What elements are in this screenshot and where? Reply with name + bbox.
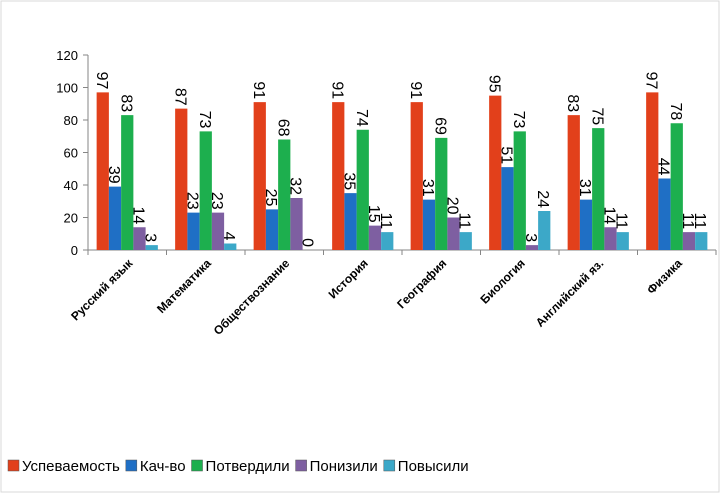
bar <box>253 102 266 250</box>
bar <box>435 137 448 250</box>
value-label: 51 <box>498 146 515 164</box>
value-label: 11 <box>691 213 708 230</box>
bar <box>410 102 423 250</box>
bar <box>224 243 237 250</box>
value-label: 35 <box>341 172 358 190</box>
value-label: 11 <box>613 213 630 230</box>
bar <box>96 92 109 250</box>
value-label: 11 <box>679 213 696 230</box>
value-label: 11 <box>456 213 473 230</box>
value-label: 87 <box>171 88 188 106</box>
y-tick-label: 120 <box>56 48 78 63</box>
bar <box>658 178 671 250</box>
legend-swatch <box>191 459 203 472</box>
value-label: 4 <box>220 232 237 241</box>
bar <box>592 128 605 250</box>
value-label: 32 <box>286 177 303 195</box>
value-label: 97 <box>93 72 110 90</box>
legend-swatch <box>295 459 307 472</box>
bar <box>121 115 134 250</box>
value-label: 95 <box>485 75 502 93</box>
bar <box>422 199 436 250</box>
y-tick-label: 100 <box>56 81 78 96</box>
value-label: 3 <box>142 233 159 242</box>
legend-label: Кач-во <box>140 458 186 475</box>
bar <box>538 211 551 250</box>
value-label: 44 <box>655 158 672 176</box>
legend-label: Успеваемость <box>22 458 120 475</box>
value-label: 91 <box>250 81 267 99</box>
y-tick-label: 40 <box>64 178 78 193</box>
bar <box>265 209 279 250</box>
value-label: 24 <box>534 190 551 208</box>
bar <box>290 198 303 250</box>
bar <box>368 225 382 250</box>
value-label: 14 <box>600 206 617 224</box>
bar <box>278 139 291 250</box>
bar <box>501 167 514 250</box>
y-tick-label: 20 <box>64 211 78 226</box>
legend-label: Потвердили <box>206 458 290 475</box>
value-label: 73 <box>196 111 213 129</box>
value-label: 74 <box>353 109 370 127</box>
value-label: 25 <box>262 189 279 207</box>
bar <box>145 245 158 250</box>
bar <box>604 227 617 250</box>
value-label: 39 <box>105 166 122 184</box>
bar <box>525 245 539 250</box>
bar <box>211 212 225 250</box>
value-label: 0 <box>299 238 316 247</box>
value-label: 97 <box>642 72 659 90</box>
value-label: 31 <box>419 179 436 197</box>
bar <box>187 212 200 250</box>
bar <box>175 108 188 250</box>
bar <box>133 227 146 250</box>
value-label: 69 <box>431 117 448 135</box>
legend-swatch <box>125 459 138 472</box>
bar <box>489 95 502 250</box>
bar <box>108 186 122 250</box>
bar <box>513 131 526 250</box>
y-tick-label: 0 <box>71 243 78 258</box>
value-label: 23 <box>184 192 201 210</box>
value-label: 91 <box>407 81 424 99</box>
value-label: 20 <box>443 197 460 215</box>
legend-swatch <box>7 459 20 472</box>
bar <box>646 92 659 250</box>
bar <box>670 123 683 250</box>
bar <box>356 129 369 250</box>
bar <box>459 232 472 250</box>
bar <box>447 217 460 250</box>
y-tick-label: 60 <box>64 146 78 161</box>
bar <box>567 115 580 250</box>
value-label: 3 <box>522 233 539 242</box>
y-tick-label: 80 <box>64 113 78 128</box>
bar <box>199 131 212 250</box>
bar <box>695 232 708 250</box>
value-label: 23 <box>208 192 225 210</box>
bar <box>579 199 593 250</box>
legend-label: Повысили <box>398 458 469 475</box>
value-label: 15 <box>365 205 382 223</box>
value-label: 83 <box>117 94 134 112</box>
value-label: 75 <box>588 107 605 125</box>
bar <box>616 232 629 250</box>
value-label: 78 <box>667 102 684 120</box>
bar <box>344 193 357 250</box>
bar <box>332 102 345 250</box>
value-label: 68 <box>274 119 291 137</box>
value-label: 14 <box>129 206 146 224</box>
bar <box>682 232 696 250</box>
legend-label: Понизили <box>310 458 378 475</box>
bar <box>381 232 394 250</box>
value-label: 83 <box>564 94 581 112</box>
value-label: 73 <box>510 111 527 129</box>
legend-swatch <box>383 459 396 472</box>
value-label: 91 <box>328 81 345 99</box>
value-label: 31 <box>576 179 593 197</box>
value-label: 11 <box>377 213 394 230</box>
